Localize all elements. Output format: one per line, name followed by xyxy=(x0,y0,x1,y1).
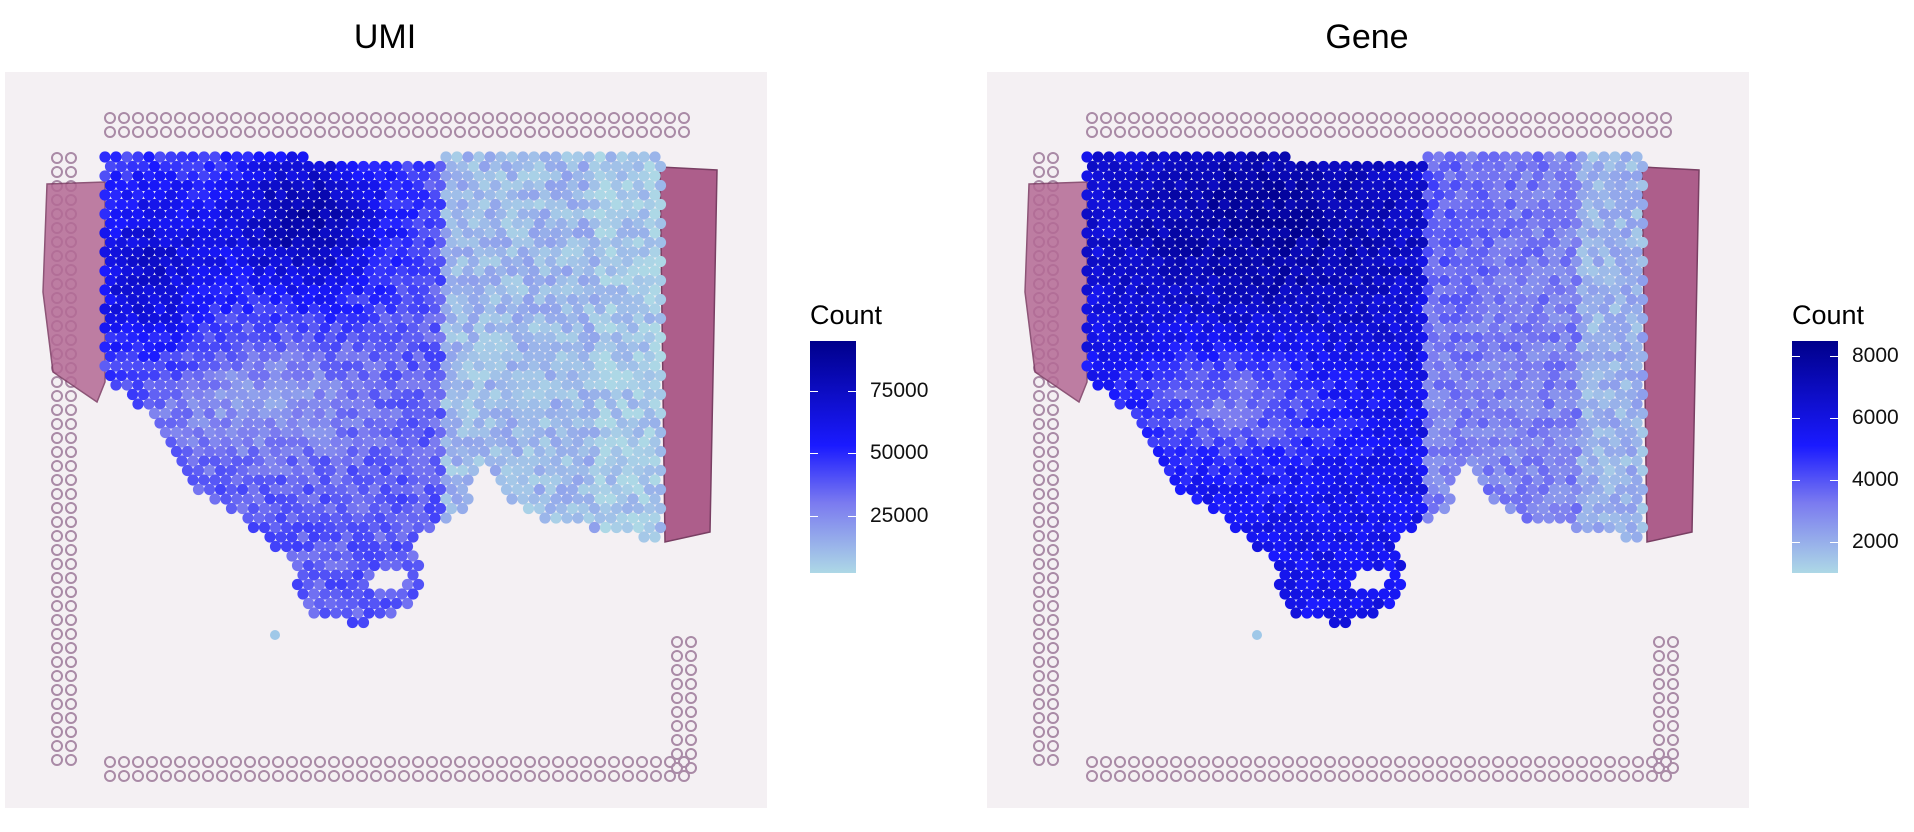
colorbar-tick-label: 25000 xyxy=(870,504,928,528)
umi-colorbar xyxy=(810,341,856,573)
umi-colorbar-container: 25000 50000 75000 xyxy=(810,341,882,573)
tissue-edge-right xyxy=(1642,167,1699,542)
gene-spatial-plot xyxy=(987,72,1749,808)
colorbar-tick-label: 8000 xyxy=(1852,344,1899,368)
gene-legend-title: Count xyxy=(1792,300,1864,331)
gene-legend: Count 2000 4000 6000 8000 xyxy=(1792,300,1864,573)
colorbar-tick-label: 6000 xyxy=(1852,406,1899,430)
tissue-edge-left xyxy=(43,182,105,402)
colorbar-tick-label: 50000 xyxy=(870,441,928,465)
gene-colorbar xyxy=(1792,341,1838,573)
stray-spot xyxy=(270,630,280,640)
tissue-edge-right xyxy=(660,167,717,542)
tissue-edge-left xyxy=(1025,182,1087,402)
colorbar-tick-label: 2000 xyxy=(1852,530,1899,554)
umi-panel-title: UMI xyxy=(0,18,770,57)
umi-legend-title: Count xyxy=(810,300,882,331)
umi-spatial-plot xyxy=(5,72,767,808)
gene-panel-title: Gene xyxy=(982,18,1752,57)
gene-colorbar-container: 2000 4000 6000 8000 xyxy=(1792,341,1864,573)
umi-legend: Count 25000 50000 75000 xyxy=(810,300,882,573)
colorbar-tick-label: 4000 xyxy=(1852,468,1899,492)
colorbar-tick-label: 75000 xyxy=(870,379,928,403)
stray-spot xyxy=(1252,630,1262,640)
